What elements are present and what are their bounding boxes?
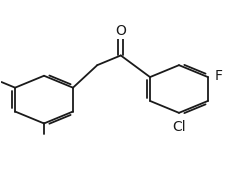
Text: Cl: Cl: [172, 120, 186, 134]
Text: F: F: [215, 69, 223, 83]
Text: O: O: [115, 24, 126, 38]
